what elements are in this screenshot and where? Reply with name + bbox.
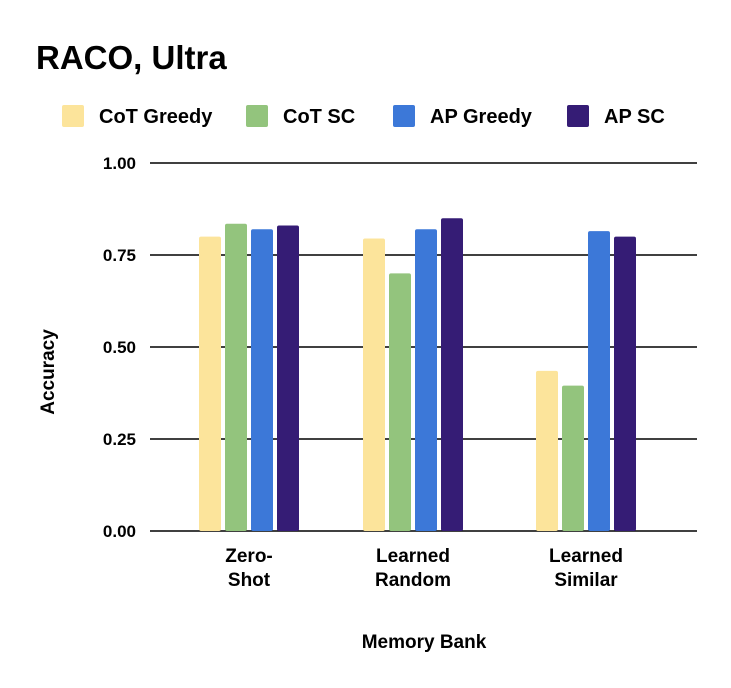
bar-cot-greedy-zero-shot	[199, 236, 221, 531]
bar-ap-sc-zero-shot	[277, 225, 299, 531]
y-tick-label: 0.75	[103, 246, 136, 265]
bar-cot-greedy-learned-random	[363, 238, 385, 531]
bar-ap-sc-learned-similar	[614, 236, 636, 531]
x-axis-categories: Zero-Shot Learned Random Learned Similar	[225, 546, 623, 591]
y-tick-label: 0.25	[103, 430, 136, 449]
y-axis-title: Accuracy	[38, 329, 59, 415]
legend-item-cot-sc: CoT SC	[246, 105, 355, 128]
chart-title: RACO, Ultra	[36, 39, 227, 76]
bar-ap-greedy-learned-similar	[588, 231, 610, 531]
bar-cot-sc-learned-similar	[562, 385, 584, 531]
x-category-label: Learned Similar	[549, 546, 623, 591]
legend-label: CoT SC	[283, 106, 355, 128]
legend-label: AP Greedy	[430, 106, 533, 128]
bars	[199, 218, 636, 532]
legend-swatch	[567, 105, 589, 127]
legend-item-cot-greedy: CoT Greedy	[62, 105, 213, 128]
y-tick-label: 1.00	[103, 154, 136, 173]
bar-cot-sc-learned-random	[389, 273, 411, 531]
y-tick-label: 0.00	[103, 522, 136, 541]
bar-cot-sc-zero-shot	[225, 223, 247, 531]
bar-ap-greedy-zero-shot	[251, 229, 273, 532]
legend-swatch	[62, 105, 84, 127]
y-tick-label: 0.50	[103, 338, 136, 357]
legend-item-ap-sc: AP SC	[567, 105, 665, 128]
x-category-label: Zero-Shot	[225, 546, 273, 591]
bar-ap-greedy-learned-random	[415, 229, 437, 532]
legend-swatch	[393, 105, 415, 127]
legend-item-ap-greedy: AP Greedy	[393, 105, 533, 128]
legend-swatch	[246, 105, 268, 127]
y-axis-ticks: 0.00 0.25 0.50 0.75 1.00	[103, 154, 136, 541]
bar-cot-greedy-learned-similar	[536, 370, 558, 531]
legend: CoT Greedy CoT SC AP Greedy AP SC	[62, 105, 665, 128]
x-axis-title: Memory Bank	[362, 632, 487, 653]
x-category-label: Learned Random	[375, 546, 451, 591]
legend-label: CoT Greedy	[99, 106, 213, 128]
bar-ap-sc-learned-random	[441, 218, 463, 531]
legend-label: AP SC	[604, 106, 665, 128]
